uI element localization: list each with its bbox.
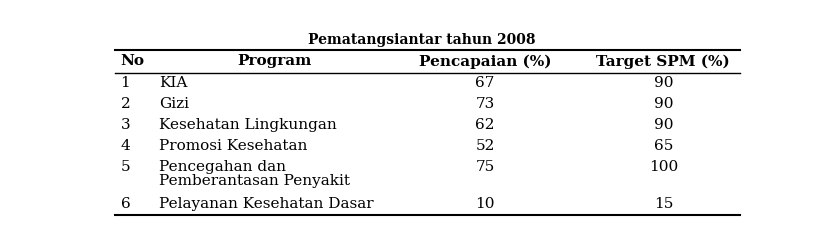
Text: 90: 90 (653, 77, 673, 91)
Text: 90: 90 (653, 118, 673, 132)
Text: Promosi Kesehatan: Promosi Kesehatan (159, 139, 307, 153)
Text: Gizi: Gizi (159, 97, 189, 111)
Text: 3: 3 (121, 118, 130, 132)
Text: 2: 2 (121, 97, 131, 111)
Text: 65: 65 (653, 139, 673, 153)
Text: 100: 100 (649, 160, 678, 174)
Text: 90: 90 (653, 97, 673, 111)
Text: Pemberantasan Penyakit: Pemberantasan Penyakit (159, 174, 350, 188)
Text: KIA: KIA (159, 77, 187, 91)
Text: Target SPM (%): Target SPM (%) (597, 54, 730, 69)
Text: Pelayanan Kesehatan Dasar: Pelayanan Kesehatan Dasar (159, 197, 373, 211)
Text: Pencegahan dan: Pencegahan dan (159, 160, 286, 174)
Text: 15: 15 (653, 197, 673, 211)
Text: No: No (121, 55, 145, 68)
Text: 67: 67 (475, 77, 495, 91)
Text: Program: Program (238, 55, 312, 68)
Text: 62: 62 (475, 118, 495, 132)
Text: 1: 1 (121, 77, 131, 91)
Text: Pencapaian (%): Pencapaian (%) (418, 54, 552, 69)
Text: 5: 5 (121, 160, 130, 174)
Text: 73: 73 (475, 97, 495, 111)
Text: 10: 10 (475, 197, 495, 211)
Text: 52: 52 (475, 139, 495, 153)
Text: Pematangsiantar tahun 2008: Pematangsiantar tahun 2008 (307, 33, 535, 48)
Text: Kesehatan Lingkungan: Kesehatan Lingkungan (159, 118, 336, 132)
Text: 75: 75 (475, 160, 495, 174)
Text: 4: 4 (121, 139, 131, 153)
Text: 6: 6 (121, 197, 131, 211)
